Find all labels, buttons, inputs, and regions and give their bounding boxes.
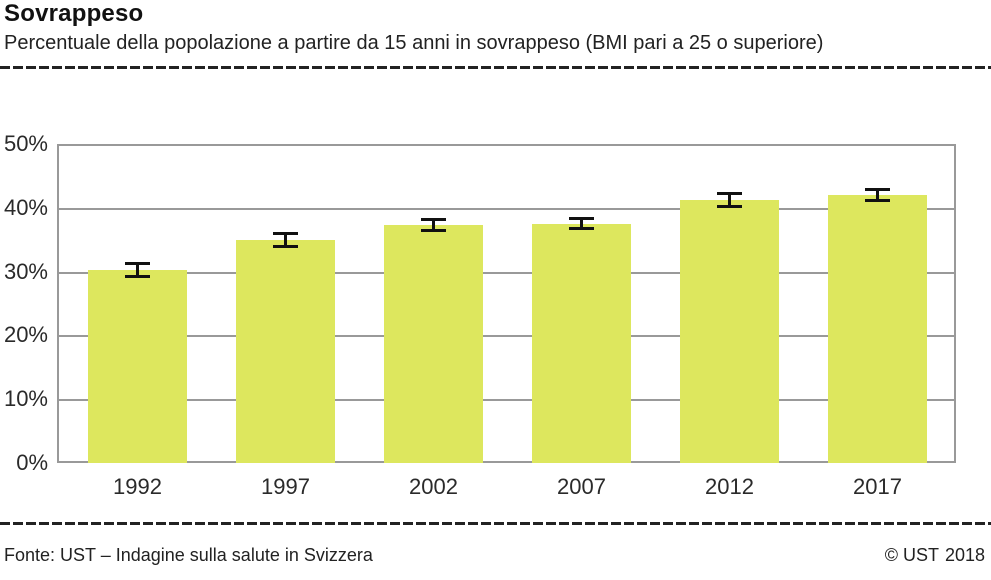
error-bar-bottom-cap-2007: [569, 227, 594, 231]
bar-1992: [88, 269, 187, 463]
source-note: Fonte: UST – Indagine sulla salute in Sv…: [4, 545, 373, 565]
gridline-40%: [57, 207, 956, 210]
error-bar-2017: [876, 189, 879, 201]
y-tick-label-50%: 50%: [3, 131, 48, 156]
error-bar-1997: [284, 233, 287, 247]
x-tick-label-2007: 2007: [557, 474, 606, 499]
page-title: Sovrappeso: [4, 0, 144, 27]
error-bar-1992: [136, 263, 139, 277]
x-tick-label-2017: 2017: [853, 474, 902, 499]
y-tick-label-10%: 10%: [3, 386, 48, 412]
gridline-20%: [57, 335, 956, 338]
y-tick-label-30%: 30%: [3, 258, 48, 284]
gridline-10%: [57, 399, 956, 402]
bar-2017: [828, 195, 927, 463]
footer: Fonte: UST – Indagine sulla salute in Sv…: [4, 545, 985, 566]
plot-area: [57, 144, 956, 463]
error-bar-bottom-cap-1997: [273, 244, 298, 248]
page-subtitle: Percentuale della popolazione a partire …: [4, 32, 824, 54]
x-tick-label-2012: 2012: [705, 474, 754, 499]
x-tick-label-1997: 1997: [261, 474, 310, 499]
error-bar-top-cap-2007: [569, 217, 594, 221]
copyright-label: © UST: [884, 545, 939, 565]
error-bar-bottom-cap-2017: [865, 198, 890, 202]
footer-divider-dashed-rule: [0, 522, 991, 525]
x-tick-label-2002: 2002: [409, 474, 458, 499]
gridline-50%: [57, 144, 956, 146]
x-tick-label-1992: 1992: [113, 474, 162, 499]
error-bar-bottom-cap-1992: [125, 274, 150, 278]
error-bar-2012: [728, 193, 731, 207]
error-bar-top-cap-2002: [421, 218, 446, 222]
y-tick-label-20%: 20%: [3, 322, 48, 348]
y-axis-line: [57, 144, 59, 463]
copyright-year: 2018: [944, 545, 985, 565]
error-bar-top-cap-1992: [125, 261, 150, 265]
copyright-note: © UST 2018: [879, 545, 985, 566]
gridline-30%: [57, 271, 956, 274]
header-divider-dashed-rule: [0, 66, 991, 69]
x-axis-line: [57, 461, 956, 463]
error-bar-2002: [432, 219, 435, 231]
bar-2007: [532, 223, 631, 463]
bar-2012: [680, 200, 779, 463]
error-bar-top-cap-2017: [865, 188, 890, 192]
error-bar-bottom-cap-2012: [717, 205, 742, 209]
error-bar-2007: [580, 218, 583, 229]
y-tick-label-40%: 40%: [3, 194, 48, 220]
plot-right-border: [954, 144, 956, 463]
error-bar-bottom-cap-2002: [421, 228, 446, 232]
error-bar-top-cap-2012: [717, 192, 742, 196]
bar-1997: [236, 239, 335, 463]
y-tick-label-0%: 0%: [16, 450, 48, 475]
bar-2002: [384, 225, 483, 463]
error-bar-top-cap-1997: [273, 231, 298, 235]
